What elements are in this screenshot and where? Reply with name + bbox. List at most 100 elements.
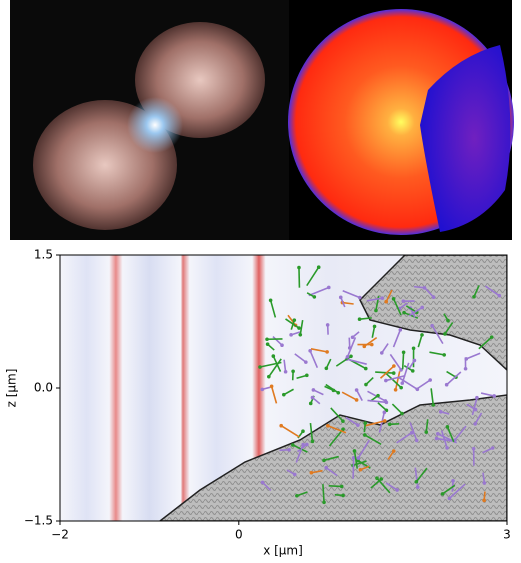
arrow-head xyxy=(380,351,384,355)
arrow-head xyxy=(358,317,362,321)
arrow-head xyxy=(298,333,302,337)
arrow-head xyxy=(293,318,297,322)
arrow-head xyxy=(375,476,379,480)
arrow-head xyxy=(392,371,396,375)
arrow-head xyxy=(272,354,276,358)
arrow-head xyxy=(325,350,329,354)
arrow-head xyxy=(392,449,396,453)
arrow-head xyxy=(381,296,385,300)
arrow-head xyxy=(385,401,389,405)
arrow-head xyxy=(336,391,340,395)
arrow-head xyxy=(439,410,443,414)
arrow-head xyxy=(483,481,487,485)
arrow-head xyxy=(383,411,387,415)
arrow-head xyxy=(356,423,360,427)
arrow-head xyxy=(432,295,436,299)
arrow-head xyxy=(392,364,396,368)
arrow-head xyxy=(356,456,360,460)
arrow-head xyxy=(293,473,297,477)
arrow-head xyxy=(410,431,414,435)
arrow-head xyxy=(311,396,315,400)
arrow-head xyxy=(436,432,440,436)
y-tick-label: 1.5 xyxy=(34,248,53,262)
arrow-head xyxy=(435,437,439,441)
arrow-head xyxy=(388,423,392,427)
arrow-head xyxy=(445,383,449,387)
arrow-head xyxy=(261,481,265,485)
arrow-head xyxy=(392,297,396,301)
arrow-head xyxy=(394,388,398,392)
arrow-head xyxy=(297,326,301,330)
arrow-head xyxy=(326,424,330,428)
arrow-head xyxy=(289,333,293,337)
arrow-head xyxy=(355,398,359,402)
arrow-head xyxy=(420,306,424,310)
arrow-head xyxy=(305,443,309,447)
arrow-head xyxy=(280,343,284,347)
arrow-head xyxy=(473,422,477,426)
arrow-head xyxy=(295,494,299,498)
arrow-head xyxy=(415,439,419,443)
x-tick-label: 0 xyxy=(235,528,243,542)
arrow-head xyxy=(490,335,494,339)
arrow-head xyxy=(412,346,416,350)
arrow-head xyxy=(355,388,359,392)
arrow-head xyxy=(475,396,479,400)
arrow-head xyxy=(305,374,309,378)
arrow-head xyxy=(324,466,328,470)
arrow-head xyxy=(431,403,435,407)
arrow-head xyxy=(428,378,432,382)
arrow-head xyxy=(400,381,404,385)
arrow-head xyxy=(492,394,496,398)
x-tick-label: 3 xyxy=(503,528,511,542)
particle-arrow xyxy=(323,484,324,502)
arrow-head xyxy=(383,419,387,423)
arrow-head xyxy=(359,468,363,472)
arrow-head xyxy=(364,367,368,371)
arrow-head xyxy=(442,353,446,357)
arrow-head xyxy=(282,393,286,397)
arrow-head xyxy=(399,386,403,390)
arrow-head xyxy=(304,360,308,364)
arrow-head xyxy=(317,265,321,269)
arrow-head xyxy=(363,433,367,437)
arrow-head xyxy=(446,425,450,429)
arrow-head xyxy=(451,479,455,483)
arrow-head xyxy=(340,485,344,489)
arrow-head xyxy=(287,448,291,452)
arrow-head xyxy=(348,346,352,350)
arrow-head xyxy=(322,459,326,463)
arrow-head xyxy=(325,366,329,370)
particle-arrow xyxy=(329,486,342,487)
arrow-head xyxy=(270,385,274,389)
arrow-head xyxy=(260,388,264,392)
arrow-head xyxy=(384,379,388,383)
arrow-head xyxy=(491,446,495,450)
arrow-head xyxy=(291,443,295,447)
arrow-head xyxy=(349,354,353,358)
arrow-head xyxy=(411,369,415,373)
arrow-head xyxy=(265,337,269,341)
arrow-head xyxy=(445,446,449,450)
arrow-head xyxy=(266,342,270,346)
y-tick-label: −1.5 xyxy=(24,514,53,528)
arrow-head xyxy=(472,447,476,451)
particle-arrow xyxy=(353,458,354,479)
arrow-head xyxy=(267,375,271,379)
field-map xyxy=(60,255,507,521)
arrow-head xyxy=(384,300,388,304)
arrow-head xyxy=(312,388,316,392)
arrow-head xyxy=(443,332,447,336)
arrow-head xyxy=(448,497,452,501)
arrow-head xyxy=(402,311,406,315)
arrow-head xyxy=(430,324,434,328)
arrow-head xyxy=(297,266,301,270)
arrow-head xyxy=(279,424,283,428)
arrow-head xyxy=(472,295,476,299)
arrow-head xyxy=(327,286,331,290)
arrow-head xyxy=(446,319,450,323)
arrow-head xyxy=(301,429,305,433)
y-axis-label: z [μm] xyxy=(5,369,19,408)
arrow-head xyxy=(373,325,377,329)
x-axis-label: x [μm] xyxy=(263,544,303,558)
